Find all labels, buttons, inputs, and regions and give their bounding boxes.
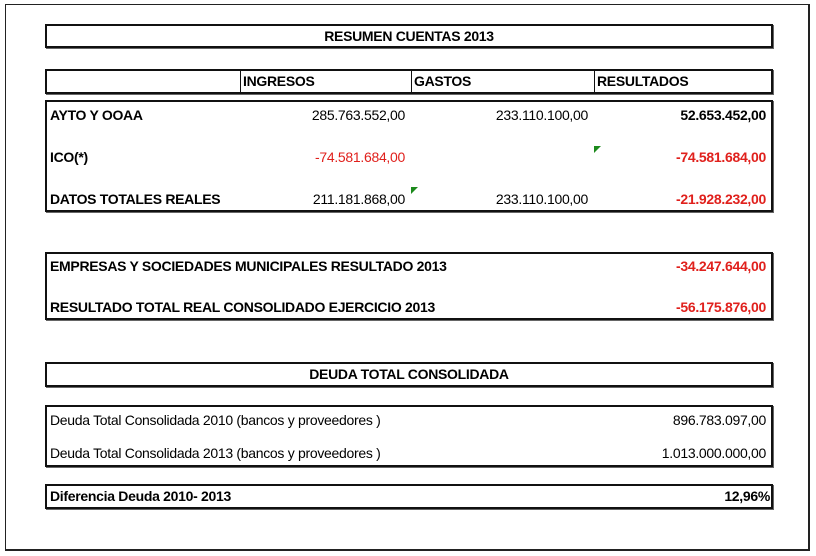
- debt-label: Deuda Total Consolidada 2010 (bancos y p…: [50, 412, 381, 428]
- summary-label: EMPRESAS Y SOCIEDADES MUNICIPALES RESULT…: [50, 258, 447, 274]
- page-border: [5, 4, 810, 551]
- accounts-table: AYTO Y OOAA 285.763.552,00 233.110.100,0…: [45, 100, 773, 212]
- debt-difference: Diferencia Deuda 2010- 2013 12,96%: [45, 484, 773, 509]
- debt-label: Deuda Total Consolidada 2013 (bancos y p…: [50, 445, 381, 461]
- table-row: AYTO Y OOAA 285.763.552,00 233.110.100,0…: [47, 105, 771, 125]
- summary-title: RESUMEN CUENTAS 2013: [45, 24, 773, 48]
- ingresos-value: 285.763.552,00: [311, 107, 405, 123]
- column-header-empty: [46, 71, 241, 92]
- row-label: DATOS TOTALES REALES: [50, 191, 221, 207]
- row-label: ICO(*): [50, 149, 88, 165]
- ingresos-value: -74.581.684,00: [315, 149, 405, 165]
- debt-table: Deuda Total Consolidada 2010 (bancos y p…: [45, 405, 773, 467]
- difference-value: 12,96%: [724, 488, 770, 504]
- summary-value: -34.247.644,00: [676, 258, 766, 274]
- difference-label: Diferencia Deuda 2010- 2013: [50, 488, 232, 504]
- gastos-value: 233.110.100,00: [495, 191, 588, 207]
- column-header-gastos: GASTOS: [411, 71, 594, 92]
- ingresos-value: 211.181.868,00: [312, 191, 405, 207]
- debt-value: 1.013.000.000,00: [661, 445, 767, 461]
- gastos-value: 233.110.100,00: [495, 107, 588, 123]
- debt-value: 896.783.097,00: [672, 412, 766, 428]
- table-row: ICO(*) -74.581.684,00 -74.581.684,00: [47, 147, 771, 167]
- summary-label: RESULTADO TOTAL REAL CONSOLIDADO EJERCIC…: [50, 299, 435, 315]
- consolidated-results: EMPRESAS Y SOCIEDADES MUNICIPALES RESULT…: [45, 252, 773, 320]
- debt-row: Deuda Total Consolidada 2010 (bancos y p…: [47, 410, 771, 430]
- resultados-value: 52.653.452,00: [680, 107, 766, 123]
- summary-value: -56.175.876,00: [676, 299, 766, 315]
- comment-indicator-icon[interactable]: [411, 187, 418, 194]
- difference-row: Diferencia Deuda 2010- 2013 12,96%: [47, 486, 771, 506]
- summary-row: EMPRESAS Y SOCIEDADES MUNICIPALES RESULT…: [47, 256, 771, 276]
- column-header-row: INGRESOS GASTOS RESULTADOS: [45, 69, 773, 94]
- comment-indicator-icon[interactable]: [594, 146, 601, 153]
- resultados-value: -21.928.232,00: [676, 191, 766, 207]
- column-header-ingresos: INGRESOS: [240, 71, 411, 92]
- column-header-resultados: RESULTADOS: [594, 71, 772, 92]
- summary-row: RESULTADO TOTAL REAL CONSOLIDADO EJERCIC…: [47, 297, 771, 317]
- resultados-value: -74.581.684,00: [676, 149, 766, 165]
- table-row: DATOS TOTALES REALES 211.181.868,00 233.…: [47, 189, 771, 209]
- debt-row: Deuda Total Consolidada 2013 (bancos y p…: [47, 443, 771, 463]
- row-label: AYTO Y OOAA: [50, 107, 143, 123]
- debt-title: DEUDA TOTAL CONSOLIDADA: [45, 362, 773, 387]
